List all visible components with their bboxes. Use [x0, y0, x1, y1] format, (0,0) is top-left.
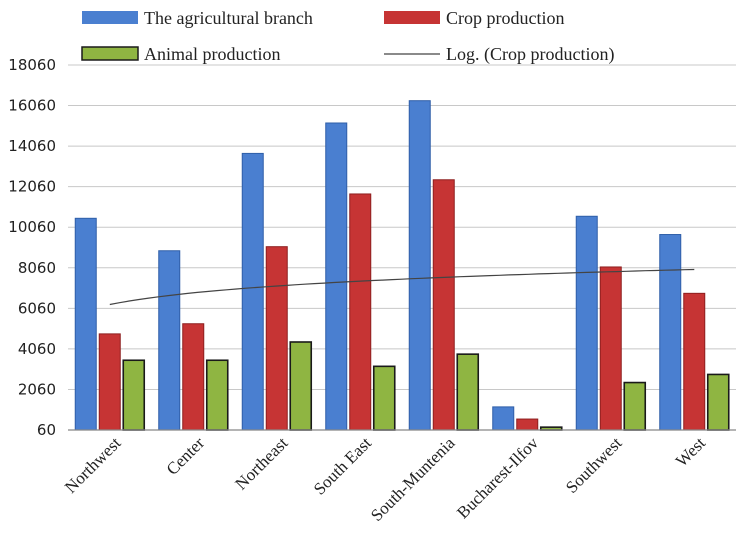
bar-animal-production: [122, 359, 146, 431]
x-tick-label: Bucharest-Ilfov: [453, 433, 542, 522]
bar-crop-production: [349, 193, 372, 431]
bar-agricultural-branch: [575, 215, 598, 431]
x-tick-label: Northeast: [231, 433, 291, 493]
legend: The agricultural branch Crop production An…: [81, 8, 614, 65]
y-tick-label: 16060: [8, 97, 56, 115]
bar-animal-production: [205, 359, 229, 431]
bar-animal-production: [706, 373, 730, 431]
y-tick-label: 14060: [8, 137, 56, 155]
y-axis: 60 2060 4060 6060 8060 10060 12060 14060 16060 18…: [8, 56, 56, 439]
legend-animal-production-swatch: [81, 46, 139, 61]
legend-agricultural-branch-label: The agricultural branch: [144, 8, 313, 28]
trendline-crop-production: [109, 268, 695, 306]
bar-agricultural-branch: [492, 406, 515, 431]
bar-crop-production: [683, 292, 706, 431]
legend-crop-production-swatch: [384, 11, 440, 24]
bar-crop-production: [516, 418, 539, 431]
x-tick-label: South-Muntenia: [367, 433, 459, 525]
legend-crop-production-label: Crop production: [446, 8, 565, 28]
bar-crop-production: [599, 266, 622, 431]
bar-crop-production: [265, 246, 288, 431]
bar-agricultural-branch: [158, 250, 181, 431]
bar-agricultural-branch: [325, 122, 348, 431]
bar-agricultural-branch: [408, 100, 431, 431]
x-tick-label: Center: [163, 433, 209, 479]
bar-crop-production: [182, 323, 205, 431]
x-tick-label: West: [672, 433, 709, 470]
y-tick-label: 8060: [18, 259, 56, 277]
bar-agricultural-branch: [241, 152, 264, 431]
legend-animal-production-label: Animal production: [144, 44, 280, 64]
bar-animal-production: [456, 353, 480, 431]
x-tick-label: South East: [310, 433, 375, 498]
legend-agricultural-branch-swatch: [82, 11, 138, 24]
y-tick-label: 60: [37, 421, 56, 439]
y-tick-label: 4060: [18, 340, 56, 358]
x-tick-label: Southwest: [562, 433, 626, 497]
bars: [74, 100, 730, 431]
bar-crop-production: [98, 333, 121, 431]
y-tick-label: 12060: [8, 178, 56, 196]
y-tick-label: 6060: [18, 299, 56, 317]
x-tick-label: Northwest: [61, 433, 125, 497]
y-tick-label: 2060: [18, 380, 56, 398]
x-axis: Northwest Center Northeast South EastSouth-…: [61, 429, 736, 525]
bar-agricultural-branch: [74, 217, 97, 431]
legend-trendline-label: Log. (Crop production): [446, 44, 614, 65]
bar-animal-production: [289, 341, 313, 431]
trendline: [109, 268, 695, 306]
bar-animal-production: [623, 381, 647, 431]
y-tick-label: 10060: [8, 218, 56, 236]
bar-agricultural-branch: [659, 234, 682, 431]
bar-animal-production: [372, 365, 396, 431]
bar-crop-production: [432, 179, 455, 431]
y-tick-label: 18060: [8, 56, 56, 74]
